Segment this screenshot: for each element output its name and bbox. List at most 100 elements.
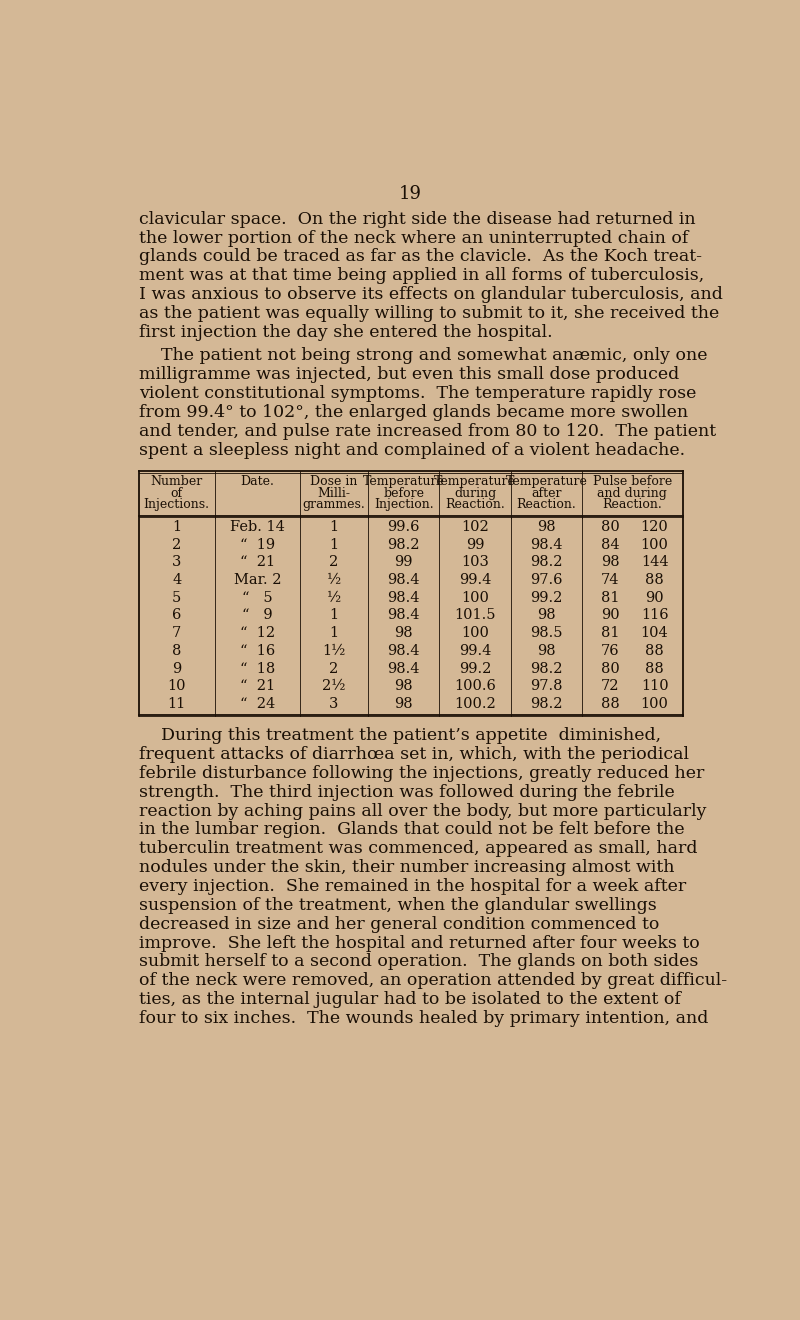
Text: During this treatment the patient’s appetite  diminished,: During this treatment the patient’s appe… (138, 727, 661, 744)
Text: 100: 100 (641, 697, 669, 711)
Text: 144: 144 (641, 556, 669, 569)
Text: Mar. 2: Mar. 2 (234, 573, 281, 587)
Text: 19: 19 (398, 185, 422, 203)
Text: 101.5: 101.5 (454, 609, 496, 623)
Text: frequent attacks of diarrhœa set in, which, with the periodical: frequent attacks of diarrhœa set in, whi… (138, 746, 689, 763)
Text: 8: 8 (172, 644, 182, 657)
Text: 99.4: 99.4 (459, 644, 491, 657)
Text: 110: 110 (641, 680, 669, 693)
Text: 1: 1 (172, 520, 182, 533)
Text: and during: and during (598, 487, 667, 500)
Text: 98: 98 (394, 626, 413, 640)
Text: Reaction.: Reaction. (517, 499, 576, 511)
Text: “   9: “ 9 (242, 609, 273, 623)
Text: during: during (454, 487, 496, 500)
Text: Dose in: Dose in (310, 475, 358, 488)
Text: 98.5: 98.5 (530, 626, 562, 640)
Text: in the lumbar region.  Glands that could not be felt before the: in the lumbar region. Glands that could … (138, 821, 684, 838)
Text: “  24: “ 24 (240, 697, 275, 711)
Text: 100: 100 (461, 626, 489, 640)
Text: 88: 88 (601, 697, 620, 711)
Text: 98.4: 98.4 (387, 591, 420, 605)
Text: Temperature: Temperature (434, 475, 516, 488)
Text: 97.8: 97.8 (530, 680, 562, 693)
Text: 2: 2 (172, 537, 182, 552)
Text: before: before (383, 487, 424, 500)
Text: clavicular space.  On the right side the disease had returned in: clavicular space. On the right side the … (138, 211, 695, 228)
Text: ½: ½ (327, 573, 341, 587)
Text: “   5: “ 5 (242, 591, 273, 605)
Text: decreased in size and her general condition commenced to: decreased in size and her general condit… (138, 916, 659, 933)
Text: grammes.: grammes. (302, 499, 366, 511)
Text: “  21: “ 21 (240, 680, 275, 693)
Text: 98: 98 (394, 680, 413, 693)
Text: 103: 103 (461, 556, 489, 569)
Text: “  18: “ 18 (240, 661, 275, 676)
Text: 99: 99 (466, 537, 484, 552)
Text: ½: ½ (327, 591, 341, 605)
Text: febrile disturbance following the injections, greatly reduced her: febrile disturbance following the inject… (138, 764, 704, 781)
Text: 1: 1 (330, 520, 338, 533)
Text: and tender, and pulse rate increased from 80 to 120.  The patient: and tender, and pulse rate increased fro… (138, 422, 716, 440)
Text: 1½: 1½ (322, 644, 346, 657)
Text: Injections.: Injections. (144, 499, 210, 511)
Text: 5: 5 (172, 591, 182, 605)
Text: 74: 74 (601, 573, 619, 587)
Text: submit herself to a second operation.  The glands on both sides: submit herself to a second operation. Th… (138, 953, 698, 970)
Text: 90: 90 (601, 609, 619, 623)
Text: of: of (170, 487, 182, 500)
Text: 2: 2 (330, 556, 338, 569)
Text: 100.2: 100.2 (454, 697, 496, 711)
Text: Injection.: Injection. (374, 499, 434, 511)
Text: 98.4: 98.4 (387, 609, 420, 623)
Text: 88: 88 (646, 573, 664, 587)
Text: “  21: “ 21 (240, 556, 275, 569)
Text: 116: 116 (641, 609, 669, 623)
Text: Reaction.: Reaction. (446, 499, 505, 511)
Text: glands could be traced as far as the clavicle.  As the Koch treat-: glands could be traced as far as the cla… (138, 248, 702, 265)
Text: 80: 80 (601, 661, 620, 676)
Text: ment was at that time being applied in all forms of tuberculosis,: ment was at that time being applied in a… (138, 268, 704, 284)
Text: strength.  The third injection was followed during the febrile: strength. The third injection was follow… (138, 784, 674, 801)
Text: nodules under the skin, their number increasing almost with: nodules under the skin, their number inc… (138, 859, 674, 876)
Text: “  19: “ 19 (240, 537, 275, 552)
Text: four to six inches.  The wounds healed by primary intention, and: four to six inches. The wounds healed by… (138, 1010, 708, 1027)
Text: the lower portion of the neck where an uninterrupted chain of: the lower portion of the neck where an u… (138, 230, 688, 247)
Text: spent a sleepless night and complained of a violent headache.: spent a sleepless night and complained o… (138, 442, 685, 459)
Text: 99.2: 99.2 (530, 591, 562, 605)
Text: “  12: “ 12 (240, 626, 275, 640)
Text: 98: 98 (537, 520, 556, 533)
Text: 88: 88 (646, 661, 664, 676)
Text: suspension of the treatment, when the glandular swellings: suspension of the treatment, when the gl… (138, 896, 657, 913)
Text: 76: 76 (601, 644, 619, 657)
Text: 80: 80 (601, 520, 620, 533)
Text: Feb. 14: Feb. 14 (230, 520, 285, 533)
Text: I was anxious to observe its effects on glandular tuberculosis, and: I was anxious to observe its effects on … (138, 286, 722, 304)
Text: 99: 99 (394, 556, 413, 569)
Text: 84: 84 (601, 537, 619, 552)
Text: 98: 98 (394, 697, 413, 711)
Text: The patient not being strong and somewhat anæmic, only one: The patient not being strong and somewha… (138, 347, 707, 364)
Text: Number: Number (150, 475, 203, 488)
Text: 98.4: 98.4 (387, 573, 420, 587)
Text: 90: 90 (646, 591, 664, 605)
Text: 81: 81 (601, 626, 619, 640)
Text: as the patient was equally willing to submit to it, she received the: as the patient was equally willing to su… (138, 305, 719, 322)
Text: 7: 7 (172, 626, 182, 640)
Text: improve.  She left the hospital and returned after four weeks to: improve. She left the hospital and retur… (138, 935, 699, 952)
Text: 98: 98 (601, 556, 619, 569)
Text: 72: 72 (601, 680, 619, 693)
Text: Date.: Date. (240, 475, 274, 488)
Text: 1: 1 (330, 609, 338, 623)
Text: after: after (531, 487, 562, 500)
Text: of the neck were removed, an operation attended by great difficul-: of the neck were removed, an operation a… (138, 973, 727, 989)
Text: Temperature: Temperature (506, 475, 587, 488)
Text: 98.2: 98.2 (387, 537, 420, 552)
Text: Pulse before: Pulse before (593, 475, 672, 488)
Text: ties, as the internal jugular had to be isolated to the extent of: ties, as the internal jugular had to be … (138, 991, 681, 1008)
Text: Milli-: Milli- (318, 487, 350, 500)
Text: 1: 1 (330, 626, 338, 640)
Text: milligramme was injected, but even this small dose produced: milligramme was injected, but even this … (138, 367, 679, 383)
Text: 100: 100 (641, 537, 669, 552)
Text: 2: 2 (330, 661, 338, 676)
